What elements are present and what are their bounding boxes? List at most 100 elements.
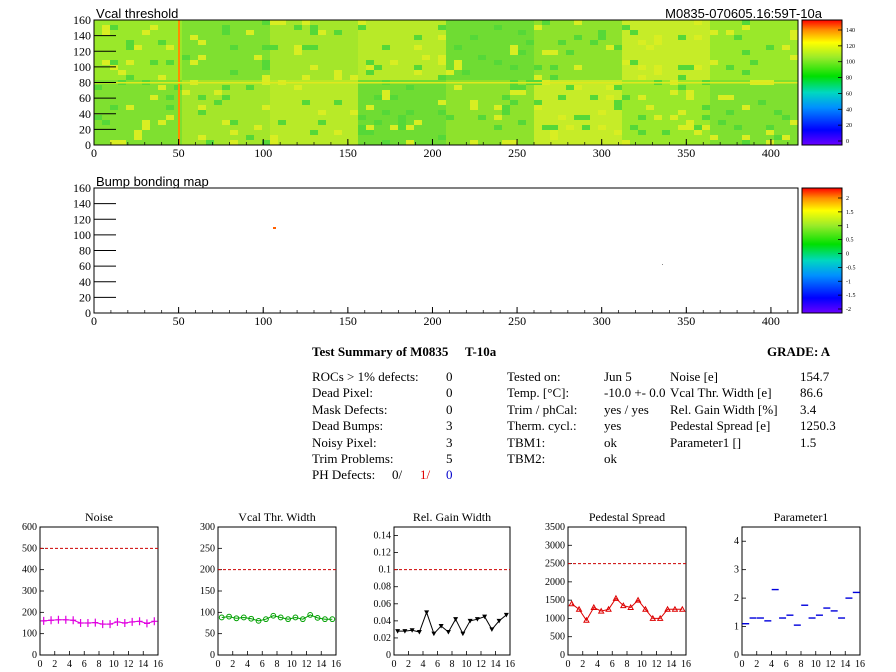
heatmap-cell xyxy=(278,120,287,126)
heatmap-cell xyxy=(446,115,455,121)
heatmap-cell xyxy=(454,125,463,131)
heatmap-cell xyxy=(566,90,575,96)
heatmap-cell xyxy=(694,60,703,66)
heatmap-cell xyxy=(358,140,367,146)
heatmap-cell xyxy=(318,85,327,91)
y-tick-label: 3 xyxy=(734,565,739,576)
heatmap-cell xyxy=(718,110,727,116)
heatmap-cell xyxy=(142,85,151,91)
heatmap-cell xyxy=(286,55,295,61)
heatmap-cell xyxy=(182,65,191,71)
heatmap-cell xyxy=(742,65,751,71)
heatmap-cell xyxy=(742,85,751,91)
plot-title: Parameter1 xyxy=(774,510,829,524)
heatmap-cell xyxy=(558,90,567,96)
heatmap-cell xyxy=(654,75,663,81)
heatmap-cell xyxy=(726,20,735,26)
condition-value: -10.0 +- 0.0 xyxy=(604,385,666,401)
heatmap-cell xyxy=(654,130,663,136)
heatmap-cell xyxy=(542,125,551,131)
heatmap-cell xyxy=(350,120,359,126)
heatmap-cell xyxy=(230,40,239,46)
heatmap-cell xyxy=(150,95,159,101)
heatmap-cell xyxy=(534,65,543,71)
heatmap-cell xyxy=(566,55,575,61)
heatmap-cell xyxy=(630,45,639,51)
heatmap-cell xyxy=(278,130,287,136)
heatmap-cell xyxy=(406,20,415,26)
heatmap-cell xyxy=(302,30,311,36)
heatmap-cell xyxy=(110,75,119,81)
heatmap-cell xyxy=(502,55,511,61)
heatmap-cell xyxy=(382,25,391,31)
heatmap-cell xyxy=(582,85,591,91)
y-tick-label: 40 xyxy=(79,275,91,289)
heatmap-cell xyxy=(574,85,583,91)
heatmap-cell xyxy=(710,115,719,121)
heatmap-cell xyxy=(478,40,487,46)
heatmap-cell xyxy=(382,100,391,106)
heatmap-cell xyxy=(462,40,471,46)
heatmap-cell xyxy=(470,70,479,76)
heatmap-cell xyxy=(646,70,655,76)
heatmap-cell xyxy=(302,135,311,141)
heatmap-cell xyxy=(110,120,119,126)
heatmap-cell xyxy=(422,90,431,96)
heatmap-cell xyxy=(766,100,775,106)
x-tick-label: 0 xyxy=(91,146,97,160)
heatmap-cell xyxy=(166,90,175,96)
heatmap-cell xyxy=(630,40,639,46)
heatmap-cell xyxy=(398,40,407,46)
heatmap-cell xyxy=(118,105,127,111)
y-tick-label: 0.14 xyxy=(374,531,392,542)
heatmap-cell xyxy=(726,120,735,126)
heatmap-cell xyxy=(366,105,375,111)
heatmap-cell xyxy=(246,35,255,41)
heatmap-cell xyxy=(446,40,455,46)
y-tick-label: 20 xyxy=(79,290,91,304)
heatmap-cell xyxy=(654,40,663,46)
heatmap-cell xyxy=(718,20,727,26)
heatmap-cell xyxy=(462,115,471,121)
heatmap-cell xyxy=(654,20,663,26)
y-tick-label: 2000 xyxy=(545,577,565,588)
heatmap-cell xyxy=(662,125,671,131)
heatmap-cell xyxy=(598,85,607,91)
heatmap-cell xyxy=(166,70,175,76)
heatmap-cell xyxy=(478,95,487,101)
heatmap-cell xyxy=(134,45,143,51)
heatmap-cell xyxy=(254,125,263,131)
heatmap-cell xyxy=(766,110,775,116)
heatmap-cell xyxy=(422,60,431,66)
heatmap-cell xyxy=(110,35,119,41)
heatmap-cell xyxy=(582,125,591,131)
data-point xyxy=(496,618,502,624)
heatmap-cell xyxy=(550,90,559,96)
heatmap-cell xyxy=(710,100,719,106)
heatmap-cell xyxy=(134,30,143,36)
heatmap-cell xyxy=(750,130,759,136)
heatmap-cell xyxy=(198,105,207,111)
heatmap-cell xyxy=(766,65,775,71)
heatmap-cell xyxy=(150,65,159,71)
heatmap-cell xyxy=(286,105,295,111)
data-point xyxy=(678,605,686,612)
heatmap-cell xyxy=(398,135,407,141)
heatmap-cell xyxy=(222,135,231,141)
heatmap-cell xyxy=(206,95,215,101)
heatmap-cell xyxy=(390,70,399,76)
heatmap-cell xyxy=(622,45,631,51)
heatmap-cell xyxy=(246,30,255,36)
heatmap-cell xyxy=(166,115,175,121)
heatmap-cell xyxy=(334,55,343,61)
data-point xyxy=(55,615,62,624)
heatmap-cell xyxy=(790,40,799,46)
heatmap-cell xyxy=(510,100,519,106)
heatmap-cell xyxy=(190,140,199,146)
heatmap-cell xyxy=(494,65,503,71)
heatmap-cell xyxy=(742,95,751,101)
heatmap-cell xyxy=(694,105,703,111)
heatmap-cell xyxy=(326,135,335,141)
heatmap-cell xyxy=(710,70,719,76)
heatmap-cell xyxy=(190,125,199,131)
